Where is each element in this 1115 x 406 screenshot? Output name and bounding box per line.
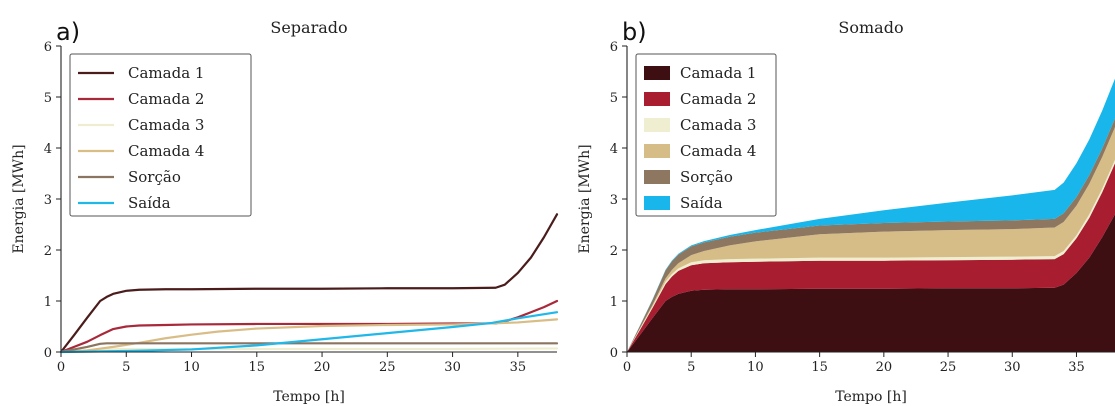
x-tick-label: 30 — [1004, 360, 1021, 375]
y-tick-label: 3 — [610, 193, 618, 208]
line-series-5 — [59, 342, 559, 354]
x-axis-label: Tempo [h] — [273, 389, 345, 405]
line-series-1 — [59, 213, 559, 354]
legend-frame — [635, 53, 777, 217]
y-tick-label: 1 — [44, 295, 52, 310]
legend-label: Camada 2 — [128, 90, 204, 108]
legend-label: Camada 1 — [680, 64, 756, 82]
legend-label: Sorção — [680, 168, 733, 186]
y-axis-label: Energia [MWh] — [11, 144, 27, 253]
legend-label: Camada 3 — [128, 116, 204, 134]
y-tick-label: 6 — [610, 40, 618, 55]
legend-swatch — [644, 170, 670, 184]
legend-label: Camada 4 — [680, 142, 756, 160]
legend: Camada 1 Camada 2 Camada 3 Camada 4 Sorção Sa… — [69, 53, 252, 217]
x-tick-label: 20 — [876, 360, 893, 375]
x-tick-label: 0 — [623, 360, 631, 375]
y-tick-label: 0 — [610, 346, 618, 361]
y-tick-label: 3 — [44, 193, 52, 208]
panel-a: 0 5 10 15 20 25 30 35 0 1 2 3 4 5 6 Separado a) Tempo [h]… — [11, 18, 559, 405]
x-tick-label: 30 — [444, 360, 461, 375]
x-tick-label: 15 — [811, 360, 828, 375]
y-tick-label: 4 — [610, 142, 618, 157]
legend-swatch — [644, 66, 670, 80]
line-series-6 — [59, 311, 559, 354]
chart-title: Somado — [838, 18, 903, 37]
legend-label: Saída — [128, 194, 171, 212]
x-tick-label: 35 — [1068, 360, 1085, 375]
panel-label: a) — [56, 18, 80, 46]
x-tick-label: 35 — [510, 360, 527, 375]
x-tick-label: 10 — [183, 360, 200, 375]
x-tick-label: 5 — [122, 360, 130, 375]
x-tick-label: 5 — [687, 360, 695, 375]
area-series-6 — [627, 78, 1115, 352]
y-tick-label: 5 — [610, 91, 618, 106]
legend: Camada 1 Camada 2 Camada 3 Camada 4 Sorção Sa… — [635, 53, 777, 217]
y-tick-label: 2 — [44, 244, 52, 259]
legend-label: Sorção — [128, 168, 181, 186]
x-tick-label: 0 — [57, 360, 65, 375]
x-tick-label: 20 — [314, 360, 331, 375]
legend-label: Camada 2 — [680, 90, 756, 108]
y-tick-label: 4 — [44, 142, 52, 157]
legend-label: Camada 1 — [128, 64, 204, 82]
x-axis-label: Tempo [h] — [835, 389, 907, 405]
area-series-4 — [627, 127, 1115, 352]
panel-label: b) — [622, 18, 647, 46]
area-series-1 — [627, 214, 1115, 352]
y-tick-label: 0 — [44, 346, 52, 361]
legend-label: Camada 3 — [680, 116, 756, 134]
x-tick-label: 25 — [940, 360, 957, 375]
x-tick-label: 10 — [747, 360, 764, 375]
y-tick-label: 2 — [610, 244, 618, 259]
chart-title: Separado — [270, 18, 347, 37]
x-tick-label: 15 — [249, 360, 266, 375]
legend-swatch — [644, 92, 670, 106]
y-tick-label: 6 — [44, 40, 52, 55]
legend-swatch — [644, 196, 670, 210]
legend-label: Camada 4 — [128, 142, 204, 160]
legend-swatch — [644, 144, 670, 158]
y-tick-label: 5 — [44, 91, 52, 106]
y-tick-label: 1 — [610, 295, 618, 310]
y-axis-label: Energia [MWh] — [577, 144, 593, 253]
legend-swatch — [644, 118, 670, 132]
legend-label: Saída — [680, 194, 723, 212]
legend-frame — [69, 53, 252, 217]
x-tick-label: 25 — [379, 360, 396, 375]
panel-b: 0 5 10 15 20 25 30 35 0 1 2 3 4 5 6 Somado b) Tempo [h] En… — [577, 18, 1115, 405]
